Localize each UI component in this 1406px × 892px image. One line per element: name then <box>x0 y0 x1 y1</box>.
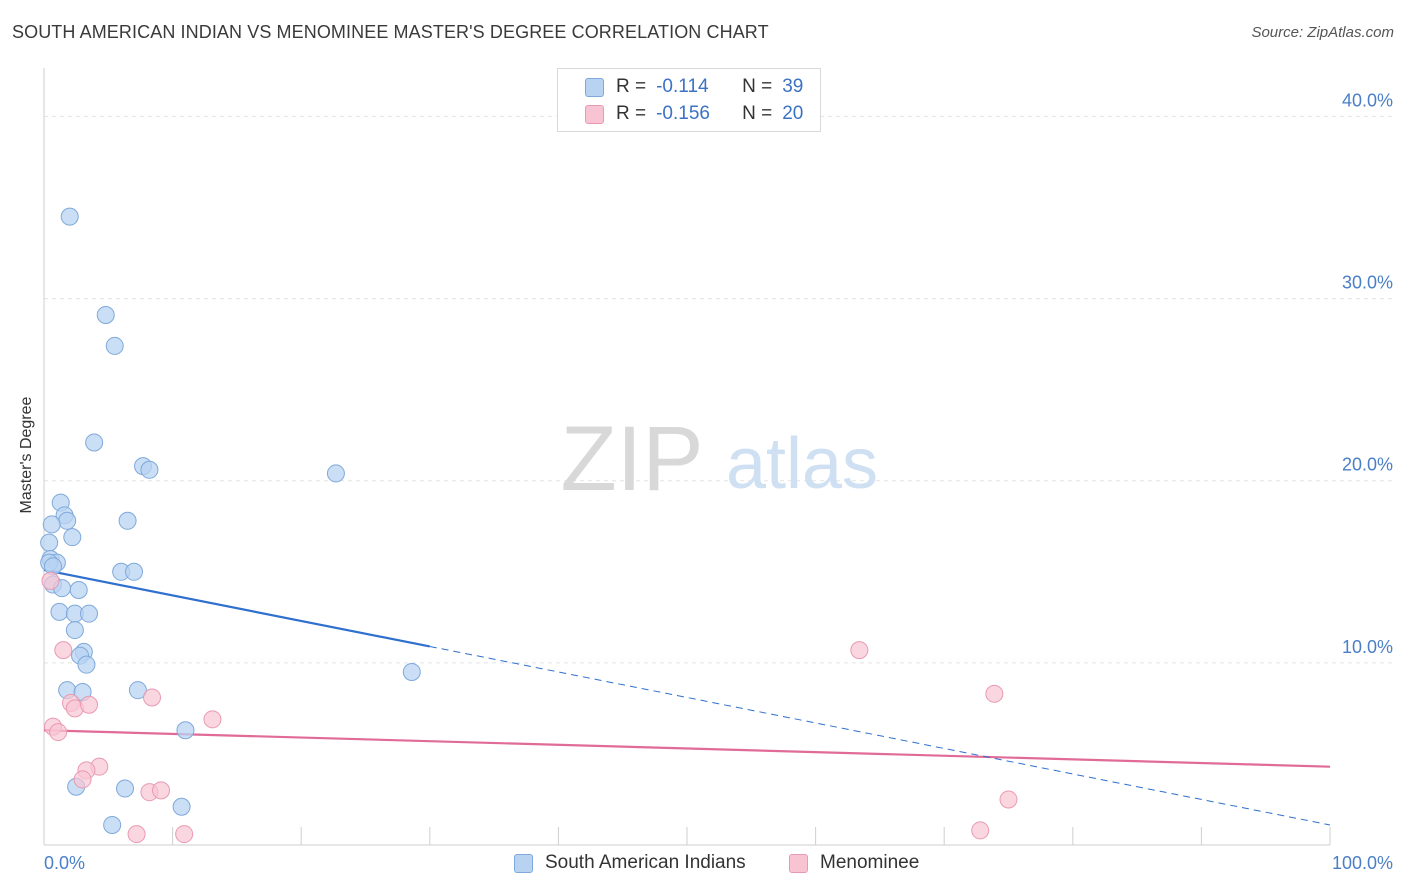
tick-labels: 10.0% 20.0% 30.0% 40.0% <box>1342 90 1393 656</box>
source-credit: Source: ZipAtlas.com <box>1251 24 1394 41</box>
axes <box>43 68 1331 846</box>
data-point-menominee <box>143 688 162 707</box>
trend-line-extension <box>429 645 1331 826</box>
data-point-menominee <box>49 723 68 742</box>
x-tick-label-max: 100.0% <box>1331 853 1393 873</box>
legend-label: Menominee <box>820 852 920 873</box>
data-point-south-american-indians <box>60 207 79 226</box>
data-point-south-american-indians <box>128 681 147 700</box>
data-point-south-american-indians <box>69 581 88 599</box>
legend-item-south-american-indians: South American Indians <box>514 852 746 874</box>
data-point-south-american-indians <box>326 464 345 483</box>
blue-swatch <box>514 853 533 873</box>
r-label: R = <box>616 76 647 97</box>
data-point-south-american-indians <box>77 655 96 674</box>
data-point-south-american-indians <box>103 815 122 834</box>
data-point-menominee <box>152 781 171 800</box>
data-point-south-american-indians <box>118 511 137 530</box>
data-point-menominee <box>41 571 60 590</box>
r-label: R = <box>616 103 647 124</box>
data-point-south-american-indians <box>40 533 59 552</box>
stats-row-blue: R = -0.114 N = 39 <box>558 74 803 100</box>
y-tick-label: 20.0% <box>1342 455 1393 475</box>
data-points <box>40 207 1018 844</box>
chart-title: SOUTH AMERICAN INDIAN VS MENOMINEE MASTE… <box>12 22 769 42</box>
data-point-south-american-indians <box>65 621 84 640</box>
data-point-menominee <box>985 684 1004 703</box>
watermark-zip: ZIP <box>560 408 703 510</box>
y-tick-label: 10.0% <box>1342 637 1393 657</box>
data-point-menominee <box>127 825 146 844</box>
trend-lines <box>43 568 1331 826</box>
n-label: N = <box>742 76 773 97</box>
pink-swatch <box>789 853 808 873</box>
y-tick-label: 40.0% <box>1342 90 1393 110</box>
trend-line-menominee <box>43 729 1331 768</box>
stats-legend: R = -0.114 N = 39 R = -0.156 N = 20 <box>557 68 821 132</box>
legend-label: South American Indians <box>545 852 746 873</box>
watermark-atlas: atlas <box>726 424 878 504</box>
data-point-south-american-indians <box>63 528 82 547</box>
data-point-menominee <box>54 641 73 660</box>
legend-item-menominee: Menominee <box>789 852 919 874</box>
r-value: -0.114 <box>656 76 709 97</box>
grid-lines <box>44 115 1392 664</box>
n-value: 39 <box>782 76 804 97</box>
series-legend: South American Indians Menominee <box>0 852 1406 878</box>
data-point-south-american-indians <box>172 797 191 816</box>
data-point-menominee <box>971 821 990 840</box>
data-point-south-american-indians <box>42 515 61 534</box>
data-point-south-american-indians <box>176 721 195 740</box>
trend-line-south-american-indians <box>43 568 431 648</box>
data-point-south-american-indians <box>50 602 69 621</box>
data-point-south-american-indians <box>402 662 421 681</box>
data-point-menominee <box>850 641 869 660</box>
data-point-south-american-indians <box>140 460 159 479</box>
data-point-south-american-indians <box>125 562 144 581</box>
watermark: ZIP atlas <box>560 408 878 510</box>
data-point-menominee <box>175 825 194 844</box>
x-tick-label-min: 0.0% <box>44 853 86 873</box>
y-tick-label: 30.0% <box>1342 273 1393 293</box>
data-point-south-american-indians <box>85 433 104 452</box>
data-point-menominee <box>203 710 222 729</box>
pink-swatch <box>585 104 604 124</box>
stats-row-pink: R = -0.156 N = 20 <box>558 101 803 127</box>
n-label: N = <box>742 103 773 124</box>
blue-swatch <box>585 77 604 97</box>
data-point-south-american-indians <box>58 511 77 530</box>
r-value: -0.156 <box>656 103 710 124</box>
data-point-south-american-indians <box>80 604 99 623</box>
data-point-menominee <box>80 695 99 714</box>
data-point-menominee <box>73 770 92 789</box>
data-point-south-american-indians <box>105 336 124 355</box>
data-point-menominee <box>999 790 1018 809</box>
n-value: 20 <box>782 103 804 124</box>
data-point-south-american-indians <box>116 779 135 798</box>
data-point-south-american-indians <box>96 305 115 324</box>
